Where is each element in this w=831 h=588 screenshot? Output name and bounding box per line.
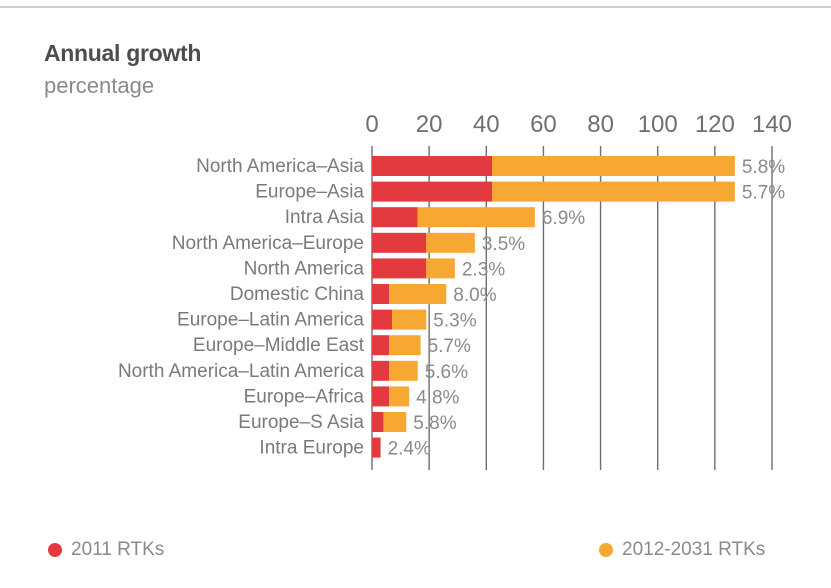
growth-data-label: 5.3% bbox=[433, 311, 476, 332]
bar-2011 bbox=[372, 181, 492, 202]
bar-2012-2031 bbox=[417, 207, 535, 228]
category-label: Domestic China bbox=[230, 284, 365, 305]
category-label: North America–Latin America bbox=[118, 361, 364, 382]
legend-label-2012-2031: 2012-2031 RTKs bbox=[622, 539, 766, 560]
bar-2011 bbox=[372, 232, 427, 253]
legend-item-2011: 2011 RTKs bbox=[48, 539, 164, 561]
bar-2011 bbox=[372, 335, 390, 356]
growth-data-label: 5.6% bbox=[425, 362, 468, 383]
bar-2011 bbox=[372, 437, 381, 458]
chart-title: Annual growth bbox=[44, 40, 202, 66]
category-label: North America–Asia bbox=[196, 156, 364, 177]
growth-data-label: 5.7% bbox=[428, 336, 471, 357]
category-label: North America–Europe bbox=[172, 233, 364, 254]
bar-2011 bbox=[372, 309, 392, 330]
bar-2011 bbox=[372, 412, 384, 432]
bar-2011 bbox=[372, 360, 390, 381]
bar-2011 bbox=[372, 207, 418, 228]
category-label: Europe–Asia bbox=[255, 182, 364, 203]
top-divider bbox=[0, 6, 831, 8]
growth-data-label: 2.3% bbox=[462, 259, 505, 280]
growth-data-label: 5.7% bbox=[742, 183, 785, 204]
x-tick-label: 80 bbox=[587, 111, 614, 138]
growth-data-label: 8.0% bbox=[453, 285, 496, 306]
labels: North America–Asia 5.8% Europe–Asia 5.7% Int… bbox=[118, 156, 785, 460]
bar-2012-2031 bbox=[389, 335, 421, 356]
bar-2012-2031 bbox=[392, 309, 427, 330]
category-label: Europe–Middle East bbox=[193, 335, 365, 356]
bar-2012-2031 bbox=[426, 232, 475, 253]
category-label: Intra Europe bbox=[259, 438, 364, 459]
growth-data-label: 6.9% bbox=[542, 208, 585, 229]
category-label: Europe–S Asia bbox=[238, 412, 364, 433]
chart-subtitle: percentage bbox=[44, 73, 155, 98]
growth-data-label: 2.4% bbox=[388, 439, 431, 460]
legend-item-2012-2031: 2012-2031 RTKs bbox=[599, 539, 765, 561]
legend-label-2011: 2011 RTKs bbox=[71, 539, 165, 560]
bar-2011 bbox=[372, 258, 427, 279]
bar-2012-2031 bbox=[389, 360, 418, 381]
x-tick-label: 20 bbox=[416, 111, 443, 138]
bar-2012-2031 bbox=[389, 284, 447, 304]
bar-2012-2031 bbox=[492, 181, 735, 202]
x-tick-label: 0 bbox=[365, 111, 378, 138]
bar-2012-2031 bbox=[383, 412, 407, 432]
category-label: Intra Asia bbox=[285, 207, 365, 228]
growth-data-label: 3.5% bbox=[482, 234, 525, 255]
bar-2012-2031 bbox=[492, 156, 735, 176]
bar-2012-2031 bbox=[389, 386, 410, 407]
growth-data-label: 4.8% bbox=[416, 387, 459, 408]
x-tick-label: 100 bbox=[638, 111, 678, 138]
category-label: North America bbox=[244, 258, 365, 279]
category-label: Europe–Latin America bbox=[177, 310, 364, 331]
growth-data-label: 5.8% bbox=[742, 157, 785, 178]
bar-2011 bbox=[372, 386, 390, 407]
bar-2011 bbox=[372, 284, 390, 304]
category-label: Europe–Africa bbox=[244, 386, 365, 407]
x-axis-ticks: 0 20 40 60 80 100 120 140 bbox=[365, 111, 792, 138]
growth-data-label: 5.8% bbox=[413, 413, 456, 434]
bar-2012-2031 bbox=[426, 258, 455, 279]
x-tick-label: 120 bbox=[695, 111, 735, 138]
legend-swatch-2012-2031 bbox=[599, 543, 613, 557]
x-tick-label: 140 bbox=[752, 111, 792, 138]
bars bbox=[372, 156, 735, 458]
bar-2011 bbox=[372, 156, 492, 176]
x-tick-label: 40 bbox=[473, 111, 500, 138]
legend-swatch-2011 bbox=[48, 543, 62, 557]
x-tick-label: 60 bbox=[530, 111, 557, 138]
